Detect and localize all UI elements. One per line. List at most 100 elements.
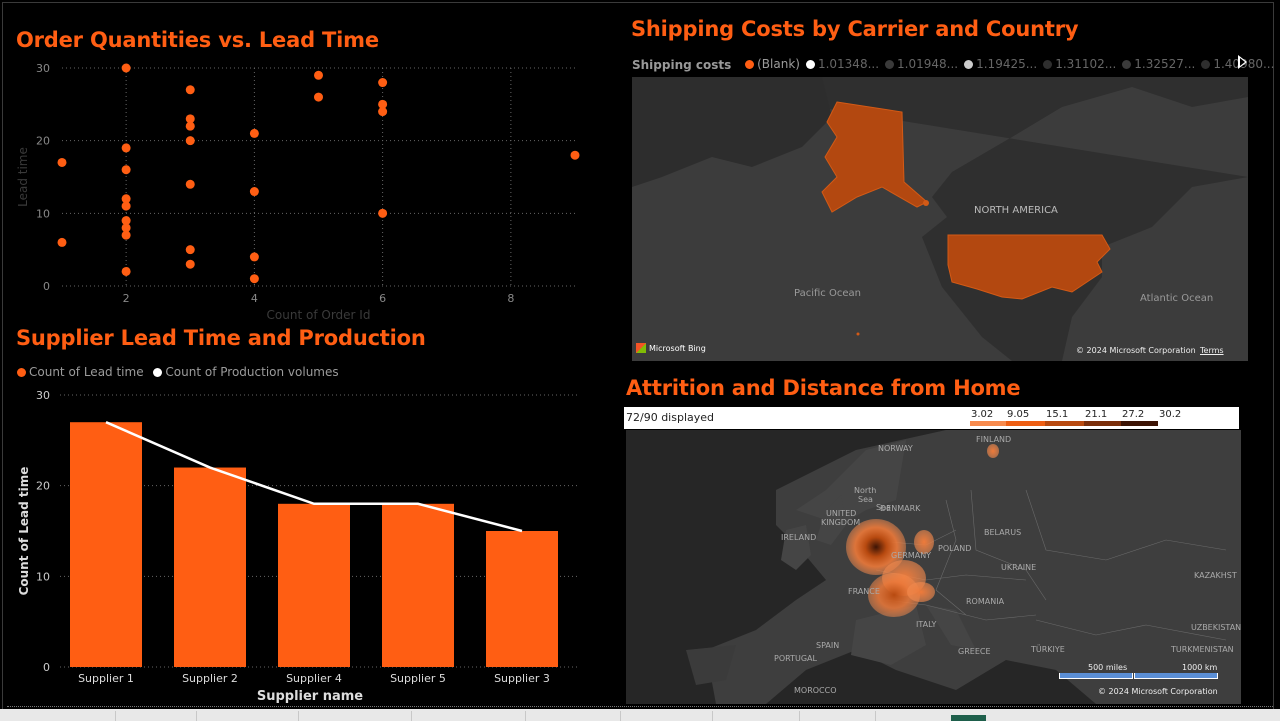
country-label-sea: Sea [876,503,891,512]
scatter-point[interactable] [57,157,67,167]
label-north-america: NORTH AMERICA [974,205,1058,216]
x-tick-label: Supplier 5 [390,672,446,685]
scatter-point[interactable] [121,165,131,175]
scale-value: 15.1 [1046,409,1069,420]
scatter-point[interactable] [185,85,195,95]
country-label-uk2: KINGDOM [821,518,861,527]
x-tick-label: 6 [379,292,386,305]
y-tick-label: 0 [43,280,50,293]
bar[interactable] [382,503,454,667]
production-line[interactable] [105,421,523,533]
scatter-point[interactable] [249,274,259,284]
y-axis-label: Lead time [16,147,30,207]
country-label-poland: POLAND [938,544,972,553]
bing-logo: Microsoft Bing [636,343,706,353]
scatter-point[interactable] [121,230,131,240]
legend-dot-icon [745,59,755,69]
x-axis-label: Supplier name [257,689,363,704]
scatter-point[interactable] [121,143,131,153]
scatter-point[interactable] [185,121,195,131]
shipping-legend-item[interactable]: 1.32527... [1122,57,1195,71]
shipping-legend-item[interactable]: 1.01948... [885,57,958,71]
bar[interactable] [278,503,350,667]
shipping-legend-item[interactable]: 1.19425... [964,57,1037,71]
legend-label: 1.01948... [897,57,959,71]
legend-dot-icon [1043,59,1053,69]
legend-label: Count of Lead time [29,365,144,379]
y-tick-label: 20 [36,480,50,493]
country-label-germany: GERMANY [891,551,932,560]
divider [7,706,1273,707]
country-label-greece: GREECE [958,647,991,656]
scatter-point[interactable] [378,208,388,218]
x-tick-label: 2 [123,292,130,305]
shipping-legend-title: Shipping costs [632,57,732,72]
active-page-tab[interactable] [951,715,986,721]
country-label-kazakhstan: KAZAKHST [1194,571,1237,580]
legend-dot-icon [805,59,815,69]
scatter-point[interactable] [121,266,131,276]
scatter-point[interactable] [314,70,323,80]
scatter-point[interactable] [378,99,388,109]
scale-value: 27.2 [1122,409,1145,420]
shipping-legend-item[interactable]: 1.01348... [805,57,879,71]
x-tick-label: Supplier 2 [182,672,238,685]
scatter-point[interactable] [121,201,131,211]
country-label-norway: NORWAY [878,444,913,453]
scatter-point[interactable] [57,237,67,247]
country-label-belarus: BELARUS [984,528,1022,537]
scatter-point[interactable] [249,252,259,262]
scatter-point[interactable] [185,136,195,146]
country-label-turkmenistan: TURKMENISTAN [1171,645,1234,654]
shipping-map-canvas [632,77,1248,361]
scatter-point[interactable] [314,92,323,102]
scatter-point[interactable] [378,78,388,88]
scatter-point[interactable] [570,150,580,160]
terms-link[interactable]: Terms [1200,346,1224,355]
scatter-point[interactable] [185,259,195,269]
x-tick-label: Supplier 3 [494,672,550,685]
shipping-legend-item[interactable]: 1.31102... [1043,57,1116,71]
scatter-point[interactable] [185,245,195,255]
bar[interactable] [486,531,558,667]
scale-swatch [1084,421,1121,426]
legend-item-lead-time[interactable]: Count of Lead time [17,365,144,379]
scatter-point[interactable] [185,179,195,189]
country-label-uzbekistan: UZBEKISTAN [1191,623,1241,632]
legend-dot-icon [1122,59,1132,69]
play-icon[interactable] [1238,55,1247,69]
country-label-denmark: DENMARK [880,504,921,513]
scatter-point[interactable] [121,194,131,204]
legend-item-production[interactable]: Count of Production volumes [153,365,339,379]
scale-value: 21.1 [1085,409,1108,420]
scatter-point[interactable] [249,128,259,138]
country-label-romania: ROMANIA [966,597,1005,606]
scatter-point[interactable] [249,187,259,197]
map-copyright: © 2024 Microsoft Corporation [1076,346,1196,355]
y-tick-label: 0 [43,661,50,674]
country-label-finland: FINLAND [976,435,1012,444]
bar-chart[interactable]: 0 10 20 30 Supplier 1 Supplier 2 Supplier 4 Sup… [0,380,600,705]
scale-km: 1000 km [1182,663,1218,672]
shipping-legend-item[interactable]: (Blank) [745,57,800,71]
country-label-north-sea2: Sea [858,495,873,504]
scatter-point[interactable] [121,63,131,73]
shipping-map[interactable]: NORTH AMERICA Pacific Ocean Atlantic Oce… [632,77,1248,361]
legend-label: Count of Production volumes [165,365,339,379]
bar[interactable] [174,467,246,667]
x-axis-label: Count of Order Id [267,308,371,322]
bar[interactable] [70,422,142,667]
scatter-point[interactable] [121,216,131,226]
legend-dot-icon [153,367,163,377]
scatter-point[interactable] [378,107,388,117]
country-label-ukraine: UKRAINE [1001,563,1037,572]
scatter-point[interactable] [121,223,131,233]
scale-value: 30.2 [1159,409,1182,420]
scatter-chart[interactable]: 0 10 20 30 2 4 6 8 Count of Order Id Lead time [0,55,600,325]
country-label-italy: ITALY [916,620,937,629]
country-label-ireland: IRELAND [781,533,817,542]
attrition-map[interactable]: NORWAY FINLAND North Sea DENMARK UNITED KINGDO… [626,430,1241,704]
y-tick-label: 30 [36,389,50,402]
shipping-legend: Shipping costs (Blank) 1.01348... 1.01948.… [632,57,1280,72]
scatter-point[interactable] [185,114,195,124]
